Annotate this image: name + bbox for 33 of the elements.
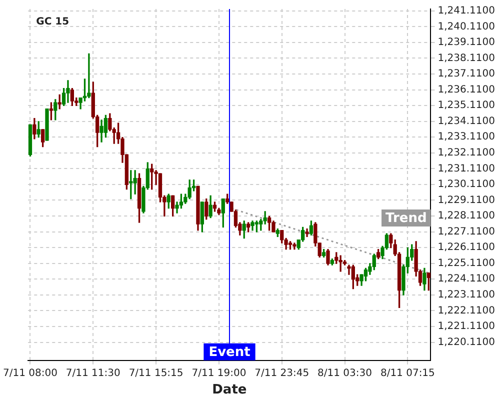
y-tick-label: 1,233.1100 — [438, 132, 496, 143]
y-tick-label: 1,239.1100 — [438, 37, 496, 48]
x-tick-label: 7/11 23:45 — [254, 368, 310, 379]
y-tick-label: 1,238.1100 — [438, 52, 496, 64]
y-tick-label: 1,229.1100 — [438, 194, 496, 206]
x-tick-label: 7/11 08:00 — [3, 368, 58, 379]
y-tick-label: 1,235.1100 — [438, 100, 496, 112]
annotation: Event — [208, 344, 250, 360]
y-tick-label: 1,234.1100 — [438, 116, 496, 127]
text: GC 15 — [36, 16, 70, 28]
y-tick-label: 1,228.1100 — [438, 210, 496, 222]
x-tick-label: 7/11 15:15 — [128, 368, 184, 379]
y-tick-label: 1,231.1100 — [438, 163, 496, 174]
y-tick-label: 1,236.1100 — [438, 84, 496, 96]
y-tick-label: 1,230.1100 — [438, 179, 496, 190]
text: Trend — [386, 210, 427, 226]
y-tick-label: 1,225.1100 — [438, 258, 496, 269]
y-tick-label: 1,232.1100 — [438, 148, 496, 158]
y-tick-label: 1,227.1100 — [438, 226, 496, 238]
y-tick-label: 1,222.1100 — [438, 305, 496, 316]
x-axis-title: Date — [212, 382, 247, 398]
y-tick-label: 1,226.1100 — [438, 242, 496, 254]
x-tick-label: 7/11 19:00 — [192, 368, 246, 379]
x-tick-label: 8/11 07:15 — [380, 368, 435, 379]
y-tick-label: 1,240.1100 — [438, 21, 496, 32]
y-tick-label: 1,241.1100 — [438, 5, 496, 16]
x-tick-label: 7/11 11:30 — [66, 368, 120, 379]
y-tick-label: 1,223.1100 — [438, 290, 496, 301]
y-tick-label: 1,224.1100 — [438, 274, 496, 285]
y-tick-label: 1,220.1100 — [438, 336, 496, 348]
y-tick-label: 1,221.1100 — [438, 321, 496, 332]
y-tick-label: 1,237.1100 — [438, 68, 496, 80]
x-tick-label: 8/11 03:30 — [318, 368, 372, 379]
